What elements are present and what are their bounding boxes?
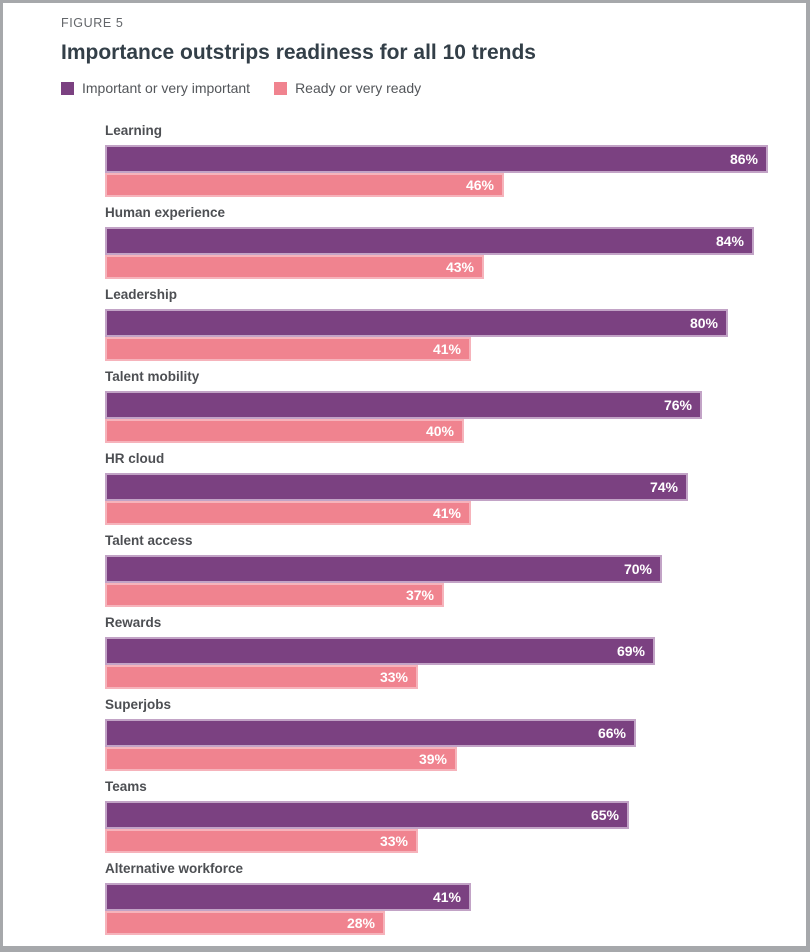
bar-value-label: 74% [649, 479, 678, 495]
importance-bar: 66% [105, 719, 636, 747]
chart-legend: Important or very important Ready or very… [61, 80, 806, 96]
bar-row: Human experience 84% 43% [105, 205, 788, 279]
bar-row: HR cloud 74% 41% [105, 451, 788, 525]
importance-bar: 86% [105, 145, 768, 173]
readiness-bar: 46% [105, 173, 504, 197]
bar-row: Learning 86% 46% [105, 123, 788, 197]
category-label: HR cloud [105, 451, 165, 466]
bar-value-label: 65% [590, 807, 619, 823]
importance-bar: 80% [105, 309, 728, 337]
category-label: Leadership [105, 287, 178, 302]
figure-number-label: FIGURE 5 [61, 16, 124, 30]
legend-item-0: Important or very important [61, 80, 250, 96]
bar-value-label: 84% [715, 233, 744, 249]
readiness-bar: 33% [105, 665, 418, 689]
category-label: Teams [105, 779, 147, 794]
bar-value-label: 40% [425, 423, 454, 439]
legend-swatch-icon [61, 81, 74, 95]
bar-value-label: 33% [379, 833, 408, 849]
bar-value-label: 86% [729, 151, 758, 167]
legend-swatch-icon [274, 81, 288, 95]
bar-value-label: 41% [432, 889, 461, 905]
bar-row: Alternative workforce 41% 28% [105, 861, 788, 935]
category-label: Learning [105, 123, 163, 138]
bar-value-label: 76% [663, 397, 692, 413]
bar-value-label: 41% [432, 341, 461, 357]
bar-value-label: 41% [432, 505, 461, 521]
category-label: Superjobs [105, 697, 172, 712]
importance-bar: 70% [105, 555, 662, 583]
bar-value-label: 46% [465, 177, 494, 193]
importance-bar: 41% [105, 883, 471, 911]
bar-value-label: 69% [616, 643, 645, 659]
bar-row: Talent access 70% 37% [105, 533, 788, 607]
legend-label: Important or very important [82, 80, 251, 96]
bar-row: Leadership 80% 41% [105, 287, 788, 361]
bar-value-label: 39% [418, 751, 447, 767]
bar-row: Teams 65% 33% [105, 779, 788, 853]
bar-value-label: 80% [689, 315, 718, 331]
readiness-bar: 40% [105, 419, 464, 443]
category-label: Talent access [105, 533, 193, 548]
readiness-bar: 39% [105, 747, 457, 771]
bar-value-label: 66% [597, 725, 626, 741]
bar-row: Superjobs 66% 39% [105, 697, 788, 771]
importance-bar: 76% [105, 391, 702, 419]
readiness-bar: 37% [105, 583, 444, 607]
readiness-bar: 41% [105, 501, 471, 525]
bar-value-label: 37% [405, 587, 434, 603]
bar-value-label: 43% [445, 259, 474, 275]
bar-value-label: 33% [379, 669, 408, 685]
category-label: Rewards [105, 615, 162, 630]
legend-label: Ready or very ready [295, 80, 422, 96]
bar-chart: Learning 86% 46% Human experience 84% 43% Lead… [105, 123, 788, 935]
category-label: Human experience [105, 205, 226, 220]
bar-row: Talent mobility 76% 40% [105, 369, 788, 443]
category-label: Talent mobility [105, 369, 200, 384]
bar-value-label: 70% [623, 561, 652, 577]
category-label: Alternative workforce [105, 861, 244, 876]
importance-bar: 74% [105, 473, 688, 501]
figure-header: FIGURE 5 Importance outstrips readiness … [3, 3, 806, 96]
readiness-bar: 43% [105, 255, 484, 279]
bar-row: Rewards 69% 33% [105, 615, 788, 689]
readiness-bar: 33% [105, 829, 418, 853]
readiness-bar: 41% [105, 337, 471, 361]
legend-item-1: Ready or very ready [274, 80, 421, 96]
importance-bar: 65% [105, 801, 629, 829]
readiness-bar: 28% [105, 911, 385, 935]
chart-title: Importance outstrips readiness for all 1… [61, 41, 536, 64]
importance-bar: 84% [105, 227, 754, 255]
importance-bar: 69% [105, 637, 655, 665]
bar-value-label: 28% [346, 915, 375, 931]
